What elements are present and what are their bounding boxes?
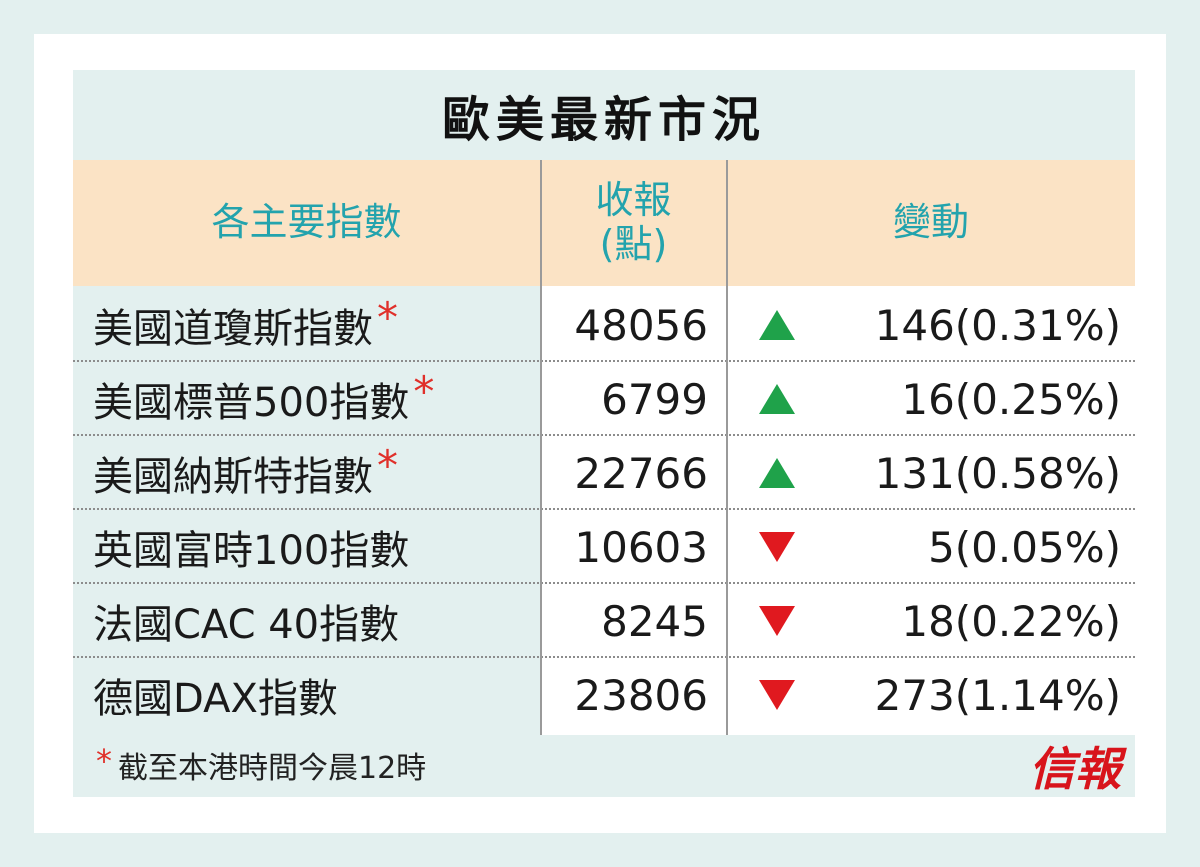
index-name: 德國DAX指數 bbox=[93, 676, 338, 722]
asterisk-marker: * bbox=[377, 292, 398, 342]
index-name-cell: 英國富時100指數 bbox=[93, 510, 533, 584]
footnote-text: 截至本港時間今晨12時 bbox=[118, 751, 427, 786]
hkej-logo: 信報 bbox=[1029, 742, 1121, 796]
close-value: 10603 bbox=[574, 522, 708, 572]
down-triangle-icon bbox=[757, 510, 797, 584]
index-name-cell: 美國標普500指數 * bbox=[93, 362, 533, 436]
change-value: 146(0.31%) bbox=[874, 300, 1121, 350]
column-divider-2 bbox=[726, 160, 728, 735]
up-arrow-icon bbox=[759, 384, 795, 414]
up-triangle-icon bbox=[757, 362, 797, 436]
close-value: 8245 bbox=[601, 596, 708, 646]
table-row: 德國DAX指數 23806 273(1.14%) bbox=[73, 658, 1135, 732]
up-triangle-icon bbox=[757, 436, 797, 510]
footnote: * 截至本港時間今晨12時 bbox=[96, 740, 426, 790]
close-value: 6799 bbox=[601, 374, 708, 424]
down-arrow-icon bbox=[759, 606, 795, 636]
header-close-unit: (點) bbox=[599, 222, 668, 266]
asterisk-marker: * bbox=[413, 366, 435, 416]
table-row: 英國富時100指數 10603 5(0.05%) bbox=[73, 510, 1135, 584]
index-name-cell: 德國DAX指數 bbox=[93, 658, 533, 732]
change-value: 273(1.14%) bbox=[874, 670, 1121, 720]
header-change-label: 變動 bbox=[892, 200, 969, 245]
table-header-row: 各主要指數 收報 (點) 變動 bbox=[73, 160, 1135, 286]
change-value: 18(0.22%) bbox=[901, 596, 1121, 646]
change-value: 131(0.58%) bbox=[874, 448, 1121, 498]
header-index-name: 各主要指數 bbox=[73, 160, 540, 286]
header-close-label: 收報 bbox=[595, 178, 672, 223]
up-arrow-icon bbox=[759, 458, 795, 488]
page-title: 歐美最新市況 bbox=[441, 92, 766, 148]
index-name: 英國富時100指數 bbox=[93, 528, 410, 574]
table-row: 美國道瓊斯指數 * 48056 146(0.31%) bbox=[73, 288, 1135, 362]
down-triangle-icon bbox=[757, 584, 797, 658]
index-name: 美國納斯特指數 bbox=[93, 454, 373, 500]
index-name: 法國CAC 40指數 bbox=[93, 602, 400, 648]
header-index-name-label: 各主要指數 bbox=[211, 200, 402, 245]
column-divider-1 bbox=[540, 160, 542, 735]
change-value: 5(0.05%) bbox=[928, 522, 1121, 572]
close-value: 22766 bbox=[574, 448, 708, 498]
down-triangle-icon bbox=[757, 658, 797, 732]
up-triangle-icon bbox=[757, 288, 797, 362]
change-value: 16(0.25%) bbox=[901, 374, 1121, 424]
down-arrow-icon bbox=[759, 532, 795, 562]
close-value: 48056 bbox=[574, 300, 708, 350]
index-name: 美國標普500指數 bbox=[93, 380, 410, 426]
index-name: 美國道瓊斯指數 bbox=[93, 306, 373, 352]
header-change: 變動 bbox=[727, 160, 1135, 286]
index-name-cell: 美國道瓊斯指數 * bbox=[93, 288, 533, 362]
table-row: 美國納斯特指數 * 22766 131(0.58%) bbox=[73, 436, 1135, 510]
close-value: 23806 bbox=[574, 670, 708, 720]
table-body: 美國道瓊斯指數 * 48056 146(0.31%) 美國標普500指數 * 6799 16(… bbox=[73, 286, 1135, 735]
index-name-cell: 法國CAC 40指數 bbox=[93, 584, 533, 658]
down-arrow-icon bbox=[759, 680, 795, 710]
table-row: 美國標普500指數 * 6799 16(0.25%) bbox=[73, 362, 1135, 436]
asterisk-marker: * bbox=[377, 440, 398, 490]
index-name-cell: 美國納斯特指數 * bbox=[93, 436, 533, 510]
footnote-asterisk: * bbox=[96, 742, 112, 780]
table-row: 法國CAC 40指數 8245 18(0.22%) bbox=[73, 584, 1135, 658]
header-close: 收報 (點) bbox=[540, 160, 727, 286]
up-arrow-icon bbox=[759, 310, 795, 340]
